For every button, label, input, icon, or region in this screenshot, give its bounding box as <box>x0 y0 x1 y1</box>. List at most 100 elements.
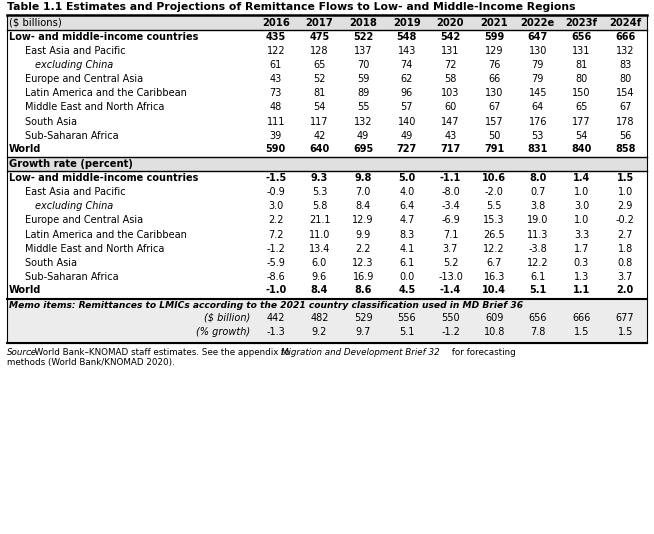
Text: 130: 130 <box>485 88 504 98</box>
Text: 56: 56 <box>619 131 631 141</box>
Text: 9.2: 9.2 <box>312 327 327 336</box>
Text: 80: 80 <box>619 74 631 84</box>
Text: 0.0: 0.0 <box>399 272 415 282</box>
Text: 2021: 2021 <box>480 18 508 27</box>
Text: -8.0: -8.0 <box>441 187 460 197</box>
Text: 9.8: 9.8 <box>354 173 372 183</box>
Text: 8.6: 8.6 <box>354 285 372 295</box>
Text: 132: 132 <box>354 117 372 127</box>
Text: 640: 640 <box>309 144 330 154</box>
Text: 5.1: 5.1 <box>529 285 547 295</box>
Text: -6.9: -6.9 <box>441 215 460 225</box>
Text: 831: 831 <box>528 144 548 154</box>
Text: 3.8: 3.8 <box>530 201 545 211</box>
Text: 65: 65 <box>313 60 326 70</box>
Text: 12.2: 12.2 <box>483 244 505 254</box>
Text: 5.5: 5.5 <box>487 201 502 211</box>
Text: 72: 72 <box>444 60 456 70</box>
Text: 55: 55 <box>357 103 370 113</box>
Text: 53: 53 <box>532 131 544 141</box>
Text: Table 1.1 Estimates and Projections of Remittance Flows to Low- and Middle-Incom: Table 1.1 Estimates and Projections of R… <box>7 2 576 12</box>
Text: 150: 150 <box>572 88 591 98</box>
Text: 2.9: 2.9 <box>617 201 633 211</box>
Text: 717: 717 <box>440 144 460 154</box>
Text: 57: 57 <box>401 103 413 113</box>
Text: 83: 83 <box>619 60 631 70</box>
Text: 695: 695 <box>353 144 373 154</box>
Text: 13.4: 13.4 <box>309 244 330 254</box>
Text: 81: 81 <box>313 88 326 98</box>
Text: 2016: 2016 <box>262 18 290 27</box>
Text: 6.4: 6.4 <box>399 201 415 211</box>
Text: 435: 435 <box>266 32 286 42</box>
Text: 5.2: 5.2 <box>443 258 458 268</box>
Text: 1.1: 1.1 <box>573 285 590 295</box>
Text: 89: 89 <box>357 88 370 98</box>
Text: 129: 129 <box>485 46 504 56</box>
Text: 12.9: 12.9 <box>353 215 374 225</box>
Text: 522: 522 <box>353 32 373 42</box>
Text: 122: 122 <box>267 46 285 56</box>
Text: 10.6: 10.6 <box>482 173 506 183</box>
Text: 727: 727 <box>397 144 417 154</box>
Text: 2023f: 2023f <box>566 18 598 27</box>
Text: Migration and Development Brief 32: Migration and Development Brief 32 <box>281 348 439 357</box>
Text: Low- and middle-income countries: Low- and middle-income countries <box>9 32 198 42</box>
Text: -1.4: -1.4 <box>440 285 461 295</box>
Text: 7.2: 7.2 <box>268 230 284 240</box>
Text: 60: 60 <box>444 103 456 113</box>
Text: 5.3: 5.3 <box>312 187 327 197</box>
Text: 666: 666 <box>615 32 635 42</box>
Text: 1.5: 1.5 <box>617 173 634 183</box>
Text: 2024f: 2024f <box>609 18 642 27</box>
Text: 2.7: 2.7 <box>617 230 633 240</box>
Text: 1.0: 1.0 <box>617 187 633 197</box>
Text: 3.0: 3.0 <box>268 201 283 211</box>
Text: 3.3: 3.3 <box>574 230 589 240</box>
Text: 131: 131 <box>572 46 591 56</box>
Text: 9.3: 9.3 <box>311 173 328 183</box>
Text: 8.3: 8.3 <box>399 230 415 240</box>
Text: : World Bank–KNOMAD staff estimates. See the appendix to: : World Bank–KNOMAD staff estimates. See… <box>29 348 292 357</box>
Text: 178: 178 <box>616 117 634 127</box>
Text: 70: 70 <box>357 60 370 70</box>
Text: 58: 58 <box>444 74 456 84</box>
Text: 48: 48 <box>269 103 282 113</box>
Text: 542: 542 <box>440 32 460 42</box>
Text: 548: 548 <box>396 32 417 42</box>
Text: 12.2: 12.2 <box>527 258 549 268</box>
Text: 21.1: 21.1 <box>309 215 330 225</box>
Text: 73: 73 <box>269 88 282 98</box>
Text: 62: 62 <box>401 74 413 84</box>
Text: 858: 858 <box>615 144 636 154</box>
Text: Middle East and North Africa: Middle East and North Africa <box>25 103 164 113</box>
Text: 1.5: 1.5 <box>617 327 633 336</box>
Text: South Asia: South Asia <box>25 258 77 268</box>
Text: 0.8: 0.8 <box>617 258 633 268</box>
Text: 117: 117 <box>310 117 329 127</box>
Text: 7.1: 7.1 <box>443 230 458 240</box>
Text: 12.3: 12.3 <box>353 258 374 268</box>
Text: 11.3: 11.3 <box>527 230 549 240</box>
Text: 666: 666 <box>572 312 591 323</box>
Text: South Asia: South Asia <box>25 117 77 127</box>
Text: East Asia and Pacific: East Asia and Pacific <box>25 46 126 56</box>
Text: 1.0: 1.0 <box>574 215 589 225</box>
Text: 590: 590 <box>266 144 286 154</box>
Text: 7.8: 7.8 <box>530 327 545 336</box>
Text: Latin America and the Caribbean: Latin America and the Caribbean <box>25 230 187 240</box>
Text: 42: 42 <box>313 131 326 141</box>
Text: 1.0: 1.0 <box>574 187 589 197</box>
Text: 1.5: 1.5 <box>574 327 589 336</box>
Text: 6.1: 6.1 <box>530 272 545 282</box>
Text: 5.0: 5.0 <box>398 173 415 183</box>
Text: 4.5: 4.5 <box>398 285 415 295</box>
Text: Sub-Saharan Africa: Sub-Saharan Africa <box>25 131 118 141</box>
Text: 3.0: 3.0 <box>574 201 589 211</box>
Bar <box>7 158 647 171</box>
Text: 9.7: 9.7 <box>356 327 371 336</box>
Text: Europe and Central Asia: Europe and Central Asia <box>25 215 143 225</box>
Text: excluding China: excluding China <box>35 201 113 211</box>
Text: 656: 656 <box>528 312 547 323</box>
Text: 3.7: 3.7 <box>617 272 633 282</box>
